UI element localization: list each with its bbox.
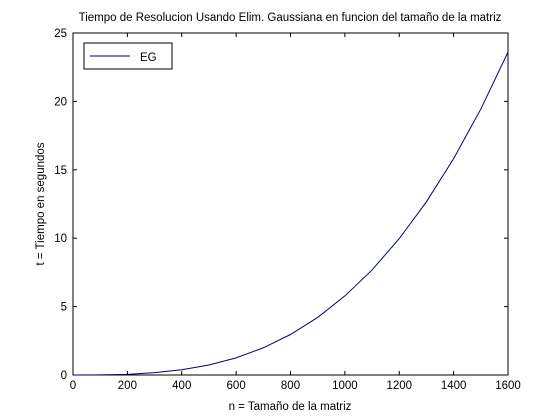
x-tick-label: 1400	[441, 380, 467, 392]
axis-tick-labels: 0 200 400 600 800 1000 1200 1400 1600 0 5 10 15 20 25	[54, 28, 521, 392]
x-tick-label: 1000	[332, 380, 358, 392]
y-tick-label: 0	[61, 370, 67, 382]
x-tick-label: 1600	[495, 380, 521, 392]
y-tick-label: 15	[54, 165, 67, 177]
y-tick-label: 10	[54, 233, 67, 245]
legend: EG	[83, 42, 173, 70]
series-layer	[72, 51, 509, 376]
y-axis-label: t = Tiempo en segundos	[35, 142, 47, 265]
y-tick-label: 25	[54, 28, 67, 40]
chart-title: Tiempo de Resolucion Usando Elim. Gaussi…	[79, 12, 502, 24]
x-tick-label: 0	[70, 380, 76, 392]
axis-ticks	[72, 32, 509, 376]
y-tick-label: 20	[54, 96, 67, 108]
x-axis-label: n = Tamaño de la matriz	[229, 401, 352, 413]
x-tick-label: 400	[172, 380, 191, 392]
x-tick-label: 800	[281, 380, 300, 392]
plot-area	[72, 32, 509, 376]
series-line-eg	[72, 51, 509, 376]
x-tick-label: 1200	[386, 380, 412, 392]
legend-label-eg: EG	[140, 52, 157, 64]
x-tick-label: 200	[118, 380, 137, 392]
y-tick-label: 5	[61, 302, 67, 314]
x-tick-label: 600	[227, 380, 246, 392]
